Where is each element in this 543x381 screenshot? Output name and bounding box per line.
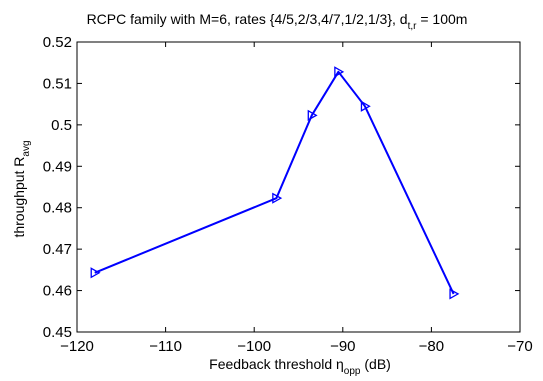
data-point-marker	[90, 267, 101, 279]
y-tick-label: 0.45	[43, 324, 72, 341]
data-point-marker	[360, 100, 371, 112]
y-tick-label: 0.5	[51, 117, 72, 134]
chart-title-subscript: t,r	[408, 21, 418, 32]
y-axis-title: throughput Ravg	[11, 140, 32, 237]
data-point-marker	[449, 288, 460, 300]
x-axis-title: Feedback threshold ηopp (dB)	[209, 356, 391, 377]
x-tick-label: −90	[330, 338, 355, 355]
x-axis-title-main: Feedback threshold η	[209, 356, 344, 372]
y-axis-title-main: throughput R	[11, 157, 27, 238]
y-axis-title-subscript: avg	[21, 140, 32, 156]
chart-title-main: RCPC family with M=6, rates {4/5,2/3,4/7…	[87, 11, 408, 27]
y-tick-label: 0.46	[43, 283, 72, 300]
plot-area: −120 −110 −100 −90 −80 −70 0.45 0.46 0.47 0.48 0.4…	[43, 34, 533, 355]
x-tick-label: −70	[507, 338, 532, 355]
series-line	[94, 70, 455, 295]
x-axis-title-tail: (dB)	[360, 356, 390, 372]
x-tick-label: −80	[419, 338, 444, 355]
y-tick-label: 0.52	[43, 34, 72, 51]
x-axis-title-subscript: opp	[344, 366, 361, 377]
axes-frame	[76, 41, 521, 333]
data-point-marker	[307, 109, 318, 121]
data-point-marker	[334, 66, 345, 78]
x-tick-label: −110	[149, 338, 182, 355]
x-tick-label: −120	[60, 338, 94, 355]
chart-title: RCPC family with M=6, rates {4/5,2/3,4/7…	[87, 11, 468, 32]
y-tick-label: 0.48	[43, 200, 72, 217]
data-point-marker	[272, 192, 283, 204]
y-tick-label: 0.49	[43, 158, 72, 175]
y-tick-label: 0.51	[43, 75, 72, 92]
chart-title-tail: = 100m	[416, 11, 467, 27]
y-tick-label: 0.47	[43, 241, 72, 258]
x-tick-label: −100	[237, 338, 271, 355]
